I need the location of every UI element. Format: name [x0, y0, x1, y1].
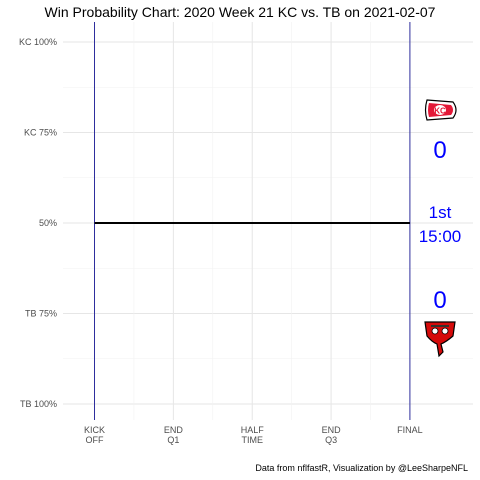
x-tick-label-line: Q3: [325, 435, 337, 445]
grid: [63, 22, 473, 420]
y-tick-label: TB 75%: [25, 309, 57, 319]
x-tick-label: KICK OFF: [84, 425, 105, 445]
chart-title: Win Probability Chart: 2020 Week 21 KC v…: [44, 4, 436, 20]
kc-logo-icon: KC: [424, 99, 457, 121]
x-tick-label: FINAL: [397, 425, 423, 435]
x-tick-label-line: KICK: [84, 425, 105, 435]
x-tick-label-line: HALF: [241, 425, 265, 435]
x-tick-label-line: Q1: [167, 435, 179, 445]
game-boundary-lines: [94, 22, 411, 420]
x-tick-label-line: TIME: [241, 435, 263, 445]
x-tick-label-line: OFF: [86, 435, 104, 445]
y-tick-label: KC 100%: [19, 37, 57, 47]
kc-score: 0: [433, 137, 446, 164]
x-tick-label-line: FINAL: [397, 425, 423, 435]
x-tick-label: END Q3: [322, 425, 342, 445]
x-tick-label-line: END: [164, 425, 184, 435]
quarter-label: 1st: [429, 203, 452, 222]
y-axis: KC 100% KC 75% 50% TB 75% TB 100%: [19, 37, 57, 409]
data-source-caption: Data from nflfastR, Visualization by @Le…: [255, 463, 468, 473]
tb-logo-icon: [424, 321, 456, 358]
svg-text:KC: KC: [434, 107, 446, 116]
y-tick-label: 50%: [39, 218, 57, 228]
game-clock: 15:00: [419, 227, 462, 246]
y-tick-label: KC 75%: [24, 128, 57, 138]
tb-score: 0: [433, 287, 446, 314]
x-tick-label: END Q1: [164, 425, 184, 445]
x-tick-label: HALF TIME: [241, 425, 265, 445]
y-tick-label: TB 100%: [20, 399, 57, 409]
x-tick-label-line: END: [322, 425, 342, 435]
